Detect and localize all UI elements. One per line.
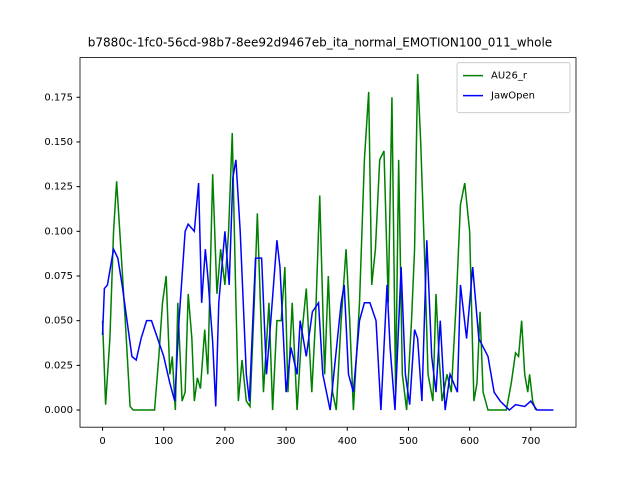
y-tick-label: 0.050 [44, 316, 73, 327]
x-tick-label: 100 [154, 436, 173, 447]
y-tick-label: 0.000 [44, 405, 73, 416]
x-tick-label: 300 [277, 436, 296, 447]
x-tick-label: 200 [215, 436, 234, 447]
line-series [101, 159, 554, 412]
chart-title: b7880c-1fc0-56cd-98b7-8ee92d9467eb_ita_n… [88, 36, 552, 50]
legend-box [456, 62, 571, 114]
x-tick-label: 600 [460, 436, 479, 447]
x-tick-label: 500 [399, 436, 418, 447]
y-tick-label: 0.150 [44, 137, 73, 148]
y-tick-label: 0.125 [44, 182, 73, 193]
x-tick-label: 700 [521, 436, 540, 447]
y-tick-label: 0.025 [44, 360, 73, 371]
y-tick-label: 0.100 [44, 226, 73, 237]
legend-label: AU26_r [491, 71, 528, 82]
line-series [101, 74, 537, 411]
plot-frame [79, 57, 577, 428]
legend-label: JawOpen [490, 91, 535, 102]
y-tick-label: 0.175 [44, 92, 73, 103]
y-tick-label: 0.075 [44, 271, 73, 282]
x-tick-label: 400 [338, 436, 357, 447]
x-tick-label: 0 [99, 436, 105, 447]
